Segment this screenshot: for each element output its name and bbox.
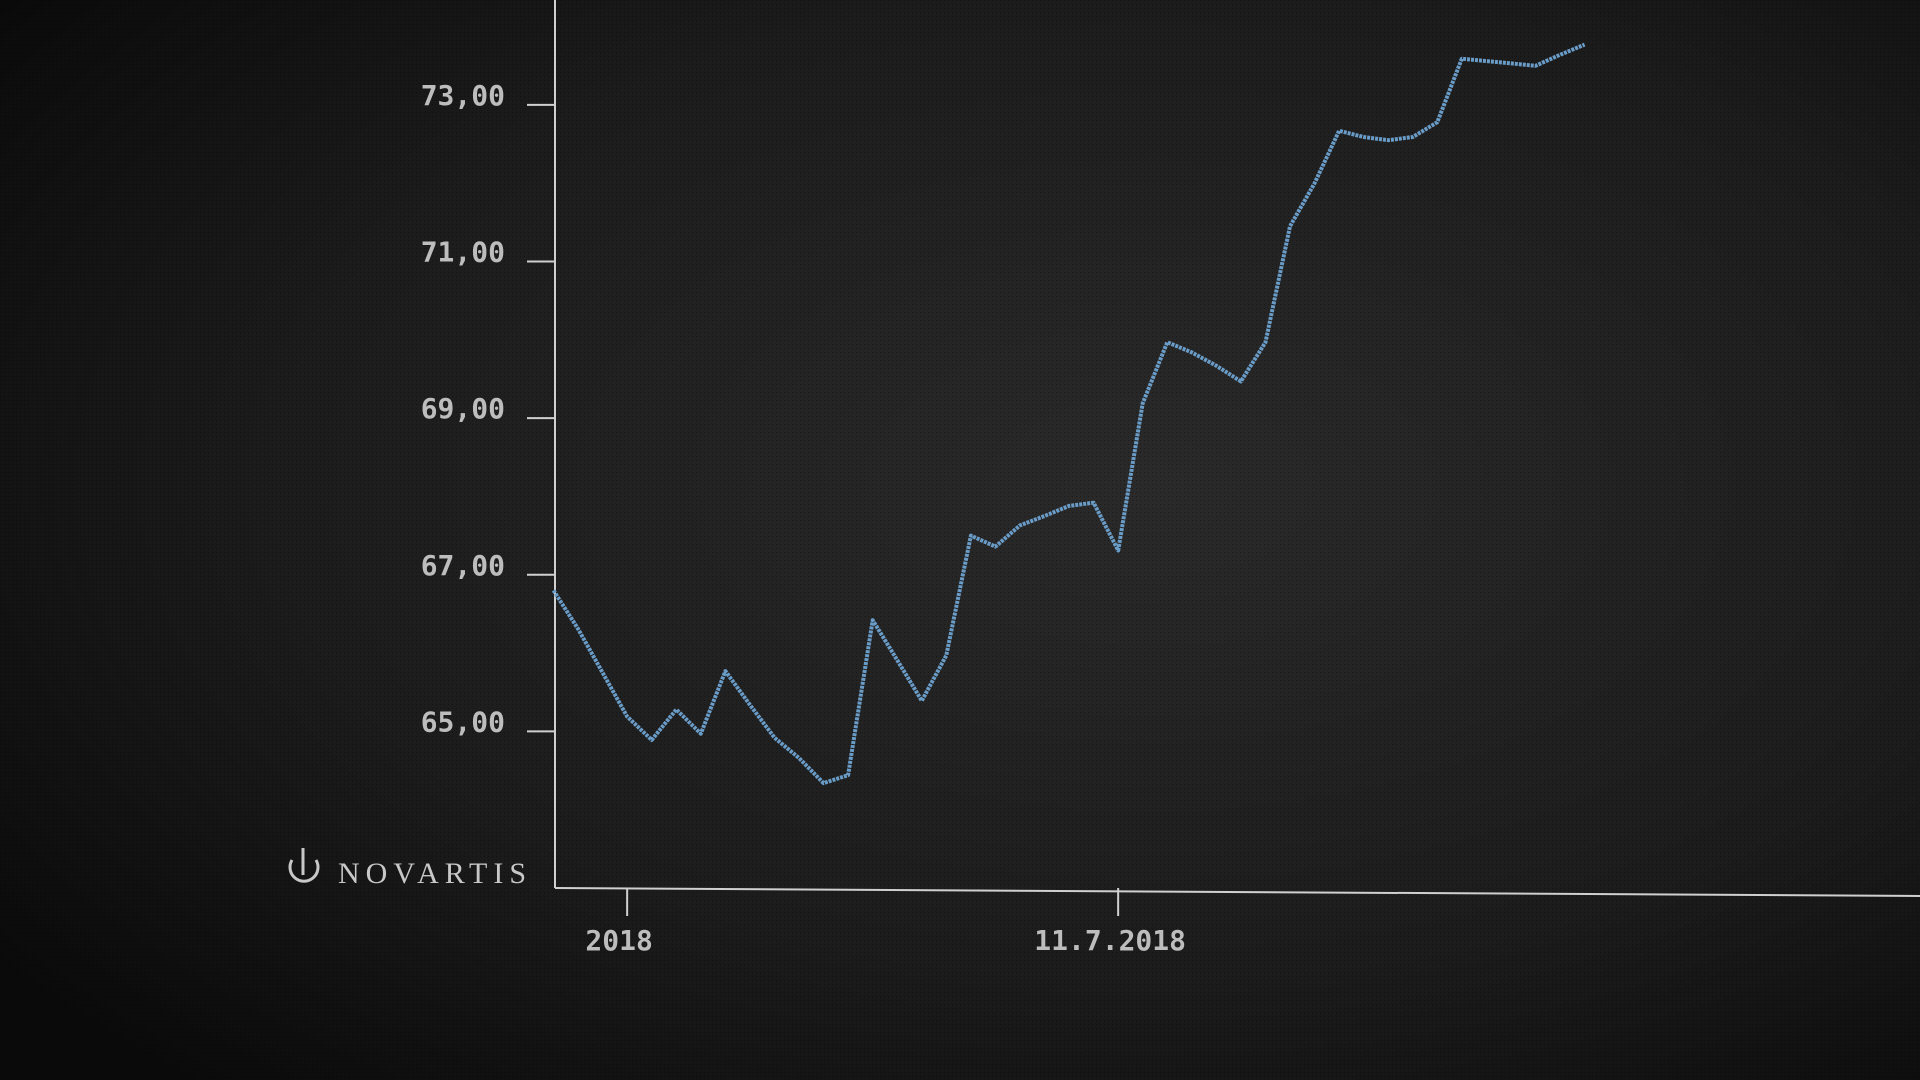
x-tick-label: 11.7.2018 — [1034, 924, 1186, 957]
y-tick-label: 73,00 — [421, 79, 505, 112]
logo-icon — [288, 859, 320, 883]
x-tick-label: 2018 — [585, 924, 652, 957]
y-tick-label: 67,00 — [421, 549, 505, 582]
logo — [288, 848, 320, 883]
y-tick-label: 69,00 — [421, 392, 505, 425]
y-tick-label: 71,00 — [421, 236, 505, 269]
brand-name: NOVARTIS — [338, 857, 532, 890]
y-tick-label: 65,00 — [421, 705, 505, 738]
x-axis — [554, 887, 1920, 897]
price-line — [551, 42, 1586, 786]
